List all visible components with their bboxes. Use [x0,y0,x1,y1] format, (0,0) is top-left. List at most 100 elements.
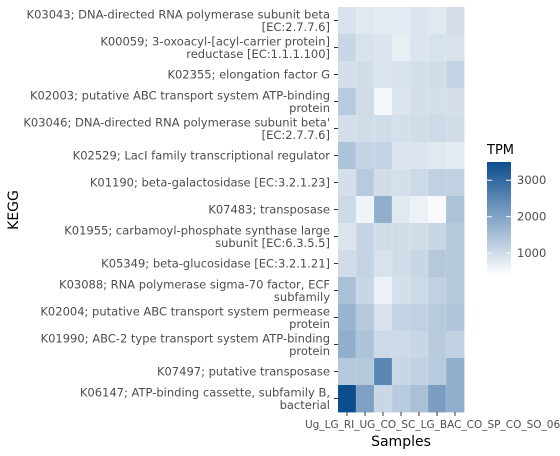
y-tick-label: K05349; beta-glucosidase [EC:3.2.1.21] [101,257,330,271]
heatmap-cell [446,223,465,251]
heatmap-cell [428,34,447,62]
heatmap-cell [374,304,393,332]
heatmap-cell [374,7,393,35]
heatmap-cell [374,385,393,413]
heatmap-cell [374,250,393,278]
heatmap-cell [410,304,429,332]
heatmap-cell [356,34,375,62]
heatmap-cell [338,169,357,197]
legend-colorbar [487,162,511,275]
heatmap-cell [374,277,393,305]
heatmap-cell [392,277,411,305]
heatmap-cell [338,358,357,386]
heatmap-cell [356,277,375,305]
y-tick-label: K01955; carbamoyl-phosphate synthase lar… [64,223,330,250]
heatmap-cell [356,358,375,386]
x-axis-title: Samples [371,434,431,450]
heatmap-cell [338,88,357,116]
heatmap-cell [356,331,375,359]
heatmap-cell [446,61,465,89]
heatmap-cell [428,385,447,413]
y-tick-label: K03088; RNA polymerase sigma-70 factor, … [59,277,330,304]
heatmap-cell [356,7,375,35]
y-tick-label: K06147; ATP-binding cassette, subfamily … [80,385,330,412]
heatmap-cell [410,142,429,170]
heatmap-cell [338,223,357,251]
x-tick-label: Ug_LG_RI_UG_CO_SC_LG_BAC_CO_SP_CO_SO_067… [305,419,560,431]
heatmap-cell [338,196,357,224]
heatmap-cell [446,88,465,116]
heatmap-cells [338,7,465,413]
heatmap-cell [374,331,393,359]
heatmap-cell [392,385,411,413]
heatmap-cell [356,61,375,89]
heatmap-cell [356,88,375,116]
legend-title: TPM [486,143,514,158]
legend-ticks: 1000 2000 3000 [487,173,546,260]
heatmap-cell [410,358,429,386]
y-axis-title: KEGG [6,190,22,230]
heatmap-cell [374,358,393,386]
heatmap-cell [446,142,465,170]
heatmap-cell [392,250,411,278]
heatmap-cell [356,142,375,170]
heatmap-cell [392,169,411,197]
heatmap-cell [410,7,429,35]
legend-tick-label: 3000 [517,173,546,187]
y-tick-label: K07497; putative transposase [157,365,330,379]
heatmap-cell [374,34,393,62]
heatmap-cell [338,115,357,143]
heatmap-cell [374,115,393,143]
heatmap-cell [392,331,411,359]
heatmap-cell [410,34,429,62]
heatmap-cell [410,115,429,143]
heatmap-cell [428,169,447,197]
heatmap-cell [410,250,429,278]
heatmap-cell [338,304,357,332]
heatmap-cell [446,304,465,332]
heatmap-cell [410,169,429,197]
heatmap-cell [428,358,447,386]
y-tick-label: K01990; ABC-2 type transport system ATP-… [41,331,330,358]
y-tick-label: K01190; beta-galactosidase [EC:3.2.1.23] [90,176,330,190]
heatmap-cell [392,358,411,386]
heatmap-cell [410,223,429,251]
heatmap-cell [356,196,375,224]
heatmap-cell [428,277,447,305]
y-tick-label: K00059; 3-oxoacyl-[acyl-carrier protein]… [100,34,330,61]
heatmap-cell [428,196,447,224]
y-tick-label: K02355; elongation factor G [167,68,330,82]
heatmap-cell [410,385,429,413]
heatmap-cell [374,88,393,116]
heatmap-cell [392,223,411,251]
heatmap-cell [428,115,447,143]
y-tick-labels: K03043; DNA-directed RNA polymerase subu… [23,7,456,416]
heatmap-cell [428,223,447,251]
heatmap-cell [410,88,429,116]
heatmap-cell [392,115,411,143]
heatmap-cell [392,61,411,89]
heatmap-cell [446,7,465,35]
heatmap-cell [374,169,393,197]
heatmap-cell [374,142,393,170]
heatmap-cell [428,7,447,35]
heatmap-cell [356,223,375,251]
legend-tick-label: 1000 [517,246,546,260]
heatmap-cell [392,304,411,332]
heatmap-cell [428,88,447,116]
heatmap-cell [338,385,357,413]
heatmap-cell [392,142,411,170]
heatmap-cell [446,277,465,305]
heatmap-cell [446,358,465,386]
heatmap-cell [446,385,465,413]
y-tick-label: K02003; putative ABC transport system AT… [30,88,330,115]
heatmap-cell [338,331,357,359]
heatmap-cell [428,331,447,359]
heatmap-cell [356,385,375,413]
heatmap-cell [356,169,375,197]
heatmap-cell [428,61,447,89]
heatmap-cell [338,61,357,89]
heatmap-cell [446,196,465,224]
heatmap-cell [338,277,357,305]
